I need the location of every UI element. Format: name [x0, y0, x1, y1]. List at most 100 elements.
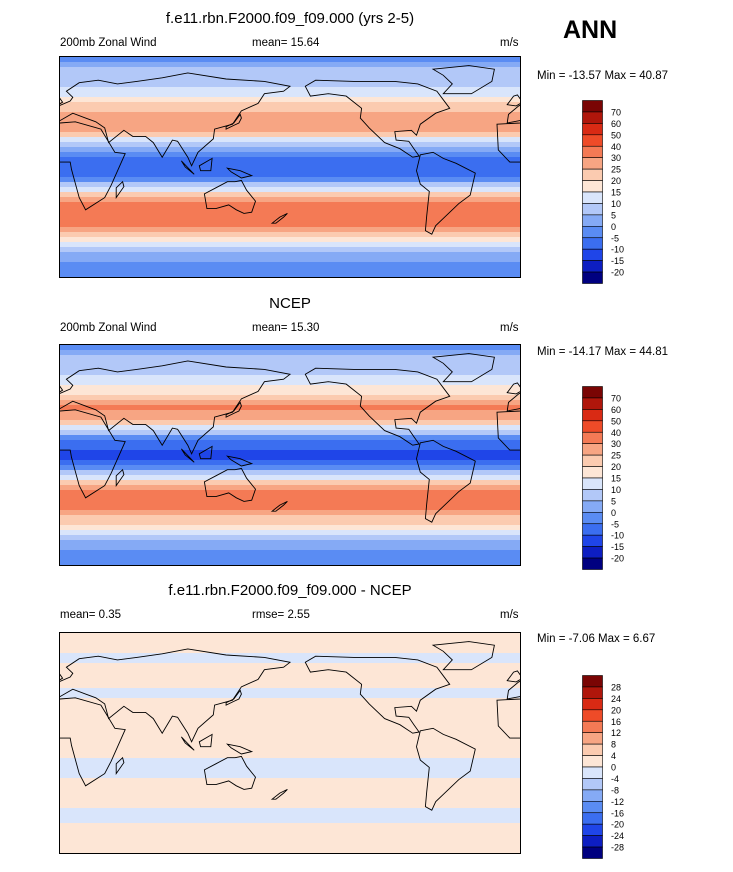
field-band: [60, 92, 520, 98]
colorbar-box: [582, 123, 603, 136]
colorbar-tick-label: 30: [611, 153, 621, 163]
panel-3-title: f.e11.rbn.F2000.f09_f09.000 - NCEP: [168, 582, 412, 599]
field-band: [60, 227, 520, 233]
coastline: [60, 360, 292, 455]
coastline: [506, 382, 520, 395]
field-band: [60, 122, 520, 128]
colorbar-tick-label: 5: [611, 210, 616, 220]
colorbar-box: [582, 409, 603, 422]
field-band: [60, 510, 520, 516]
field-band: [60, 663, 520, 669]
field-band: [60, 162, 520, 168]
field-band: [60, 207, 520, 213]
field-band: [60, 748, 520, 754]
panel-1-field: [60, 57, 520, 277]
field-band: [60, 212, 520, 218]
field-band: [60, 187, 520, 193]
field-band: [60, 753, 520, 759]
colorbar-box: [582, 801, 603, 814]
field-band: [60, 172, 520, 178]
colorbar-tick-label: 70: [611, 393, 621, 403]
field-band: [60, 838, 520, 844]
colorbar-tick-label: -16: [611, 808, 624, 818]
panel-2-field: [60, 345, 520, 565]
field-band: [60, 345, 520, 351]
colorbar-box: [582, 203, 603, 216]
coastline: [115, 468, 125, 488]
field-band: [60, 57, 520, 63]
colorbar-box: [582, 443, 603, 456]
colorbar-box: [582, 686, 603, 699]
field-band: [60, 350, 520, 356]
field-band: [60, 455, 520, 461]
panel-1-minmax-label: Min = -13.57 Max = 40.87: [537, 70, 669, 82]
field-band: [60, 470, 520, 476]
colorbar-box: [582, 111, 603, 124]
field-band: [60, 703, 520, 709]
colorbar-box: [582, 534, 603, 547]
coastline: [181, 160, 195, 175]
coastline: [226, 167, 254, 179]
field-band: [60, 698, 520, 704]
field-band: [60, 713, 520, 719]
field-band: [60, 62, 520, 68]
coastline: [181, 448, 195, 463]
coastline: [225, 401, 242, 418]
colorbar-box: [582, 191, 603, 204]
field-band: [60, 380, 520, 386]
panel-2-map: [59, 344, 521, 566]
coastline: [203, 179, 257, 214]
field-band: [60, 77, 520, 83]
field-band: [60, 683, 520, 689]
field-band: [60, 495, 520, 501]
field-band: [60, 87, 520, 93]
coastline: [198, 733, 213, 748]
field-band: [60, 643, 520, 649]
coastline: [115, 756, 125, 776]
colorbar-box: [582, 134, 603, 147]
coastline: [304, 79, 451, 158]
colorbar-tick-label: 28: [611, 682, 621, 692]
field-band: [60, 355, 520, 361]
colorbar-tick-label: 50: [611, 130, 621, 140]
field-band: [60, 97, 520, 103]
colorbar-box: [582, 766, 603, 779]
field-band: [60, 127, 520, 133]
field-band: [60, 505, 520, 511]
panel-1-center-label: mean= 15.64: [252, 37, 320, 49]
colorbar-tick-label: 60: [611, 119, 621, 129]
colorbar-box: [582, 755, 603, 768]
panel-2-center-label: mean= 15.30: [252, 322, 320, 334]
field-band: [60, 793, 520, 799]
panel-3-left-label: mean= 0.35: [60, 609, 122, 621]
coastline: [60, 697, 126, 787]
coastline: [431, 353, 495, 383]
colorbar-tick-label: 50: [611, 416, 621, 426]
field-band: [60, 202, 520, 208]
field-band: [60, 638, 520, 644]
colorbar-tick-label: 0: [611, 763, 616, 773]
field-band: [60, 788, 520, 794]
colorbar-tick-label: 40: [611, 142, 621, 152]
colorbar-tick-label: 0: [611, 222, 616, 232]
colorbar-tick-label: 30: [611, 439, 621, 449]
coastline: [270, 500, 288, 512]
field-band: [60, 778, 520, 784]
panel-2-left-label: 200mb Zonal Wind: [60, 322, 157, 334]
colorbar-box: [582, 180, 603, 193]
colorbar-tick-label: -5: [611, 519, 619, 529]
field-band: [60, 107, 520, 113]
colorbar-box: [582, 397, 603, 410]
field-band: [60, 360, 520, 366]
colorbar-box: [582, 226, 603, 239]
colorbar-tick-label: 70: [611, 107, 621, 117]
coastline: [181, 736, 195, 751]
colorbar-box: [582, 789, 603, 802]
colorbar-tick-label: -12: [611, 797, 624, 807]
coastline: [225, 689, 242, 706]
colorbar-tick-label: 25: [611, 451, 621, 461]
colorbar-box: [582, 846, 603, 859]
colorbar-box: [582, 709, 603, 722]
